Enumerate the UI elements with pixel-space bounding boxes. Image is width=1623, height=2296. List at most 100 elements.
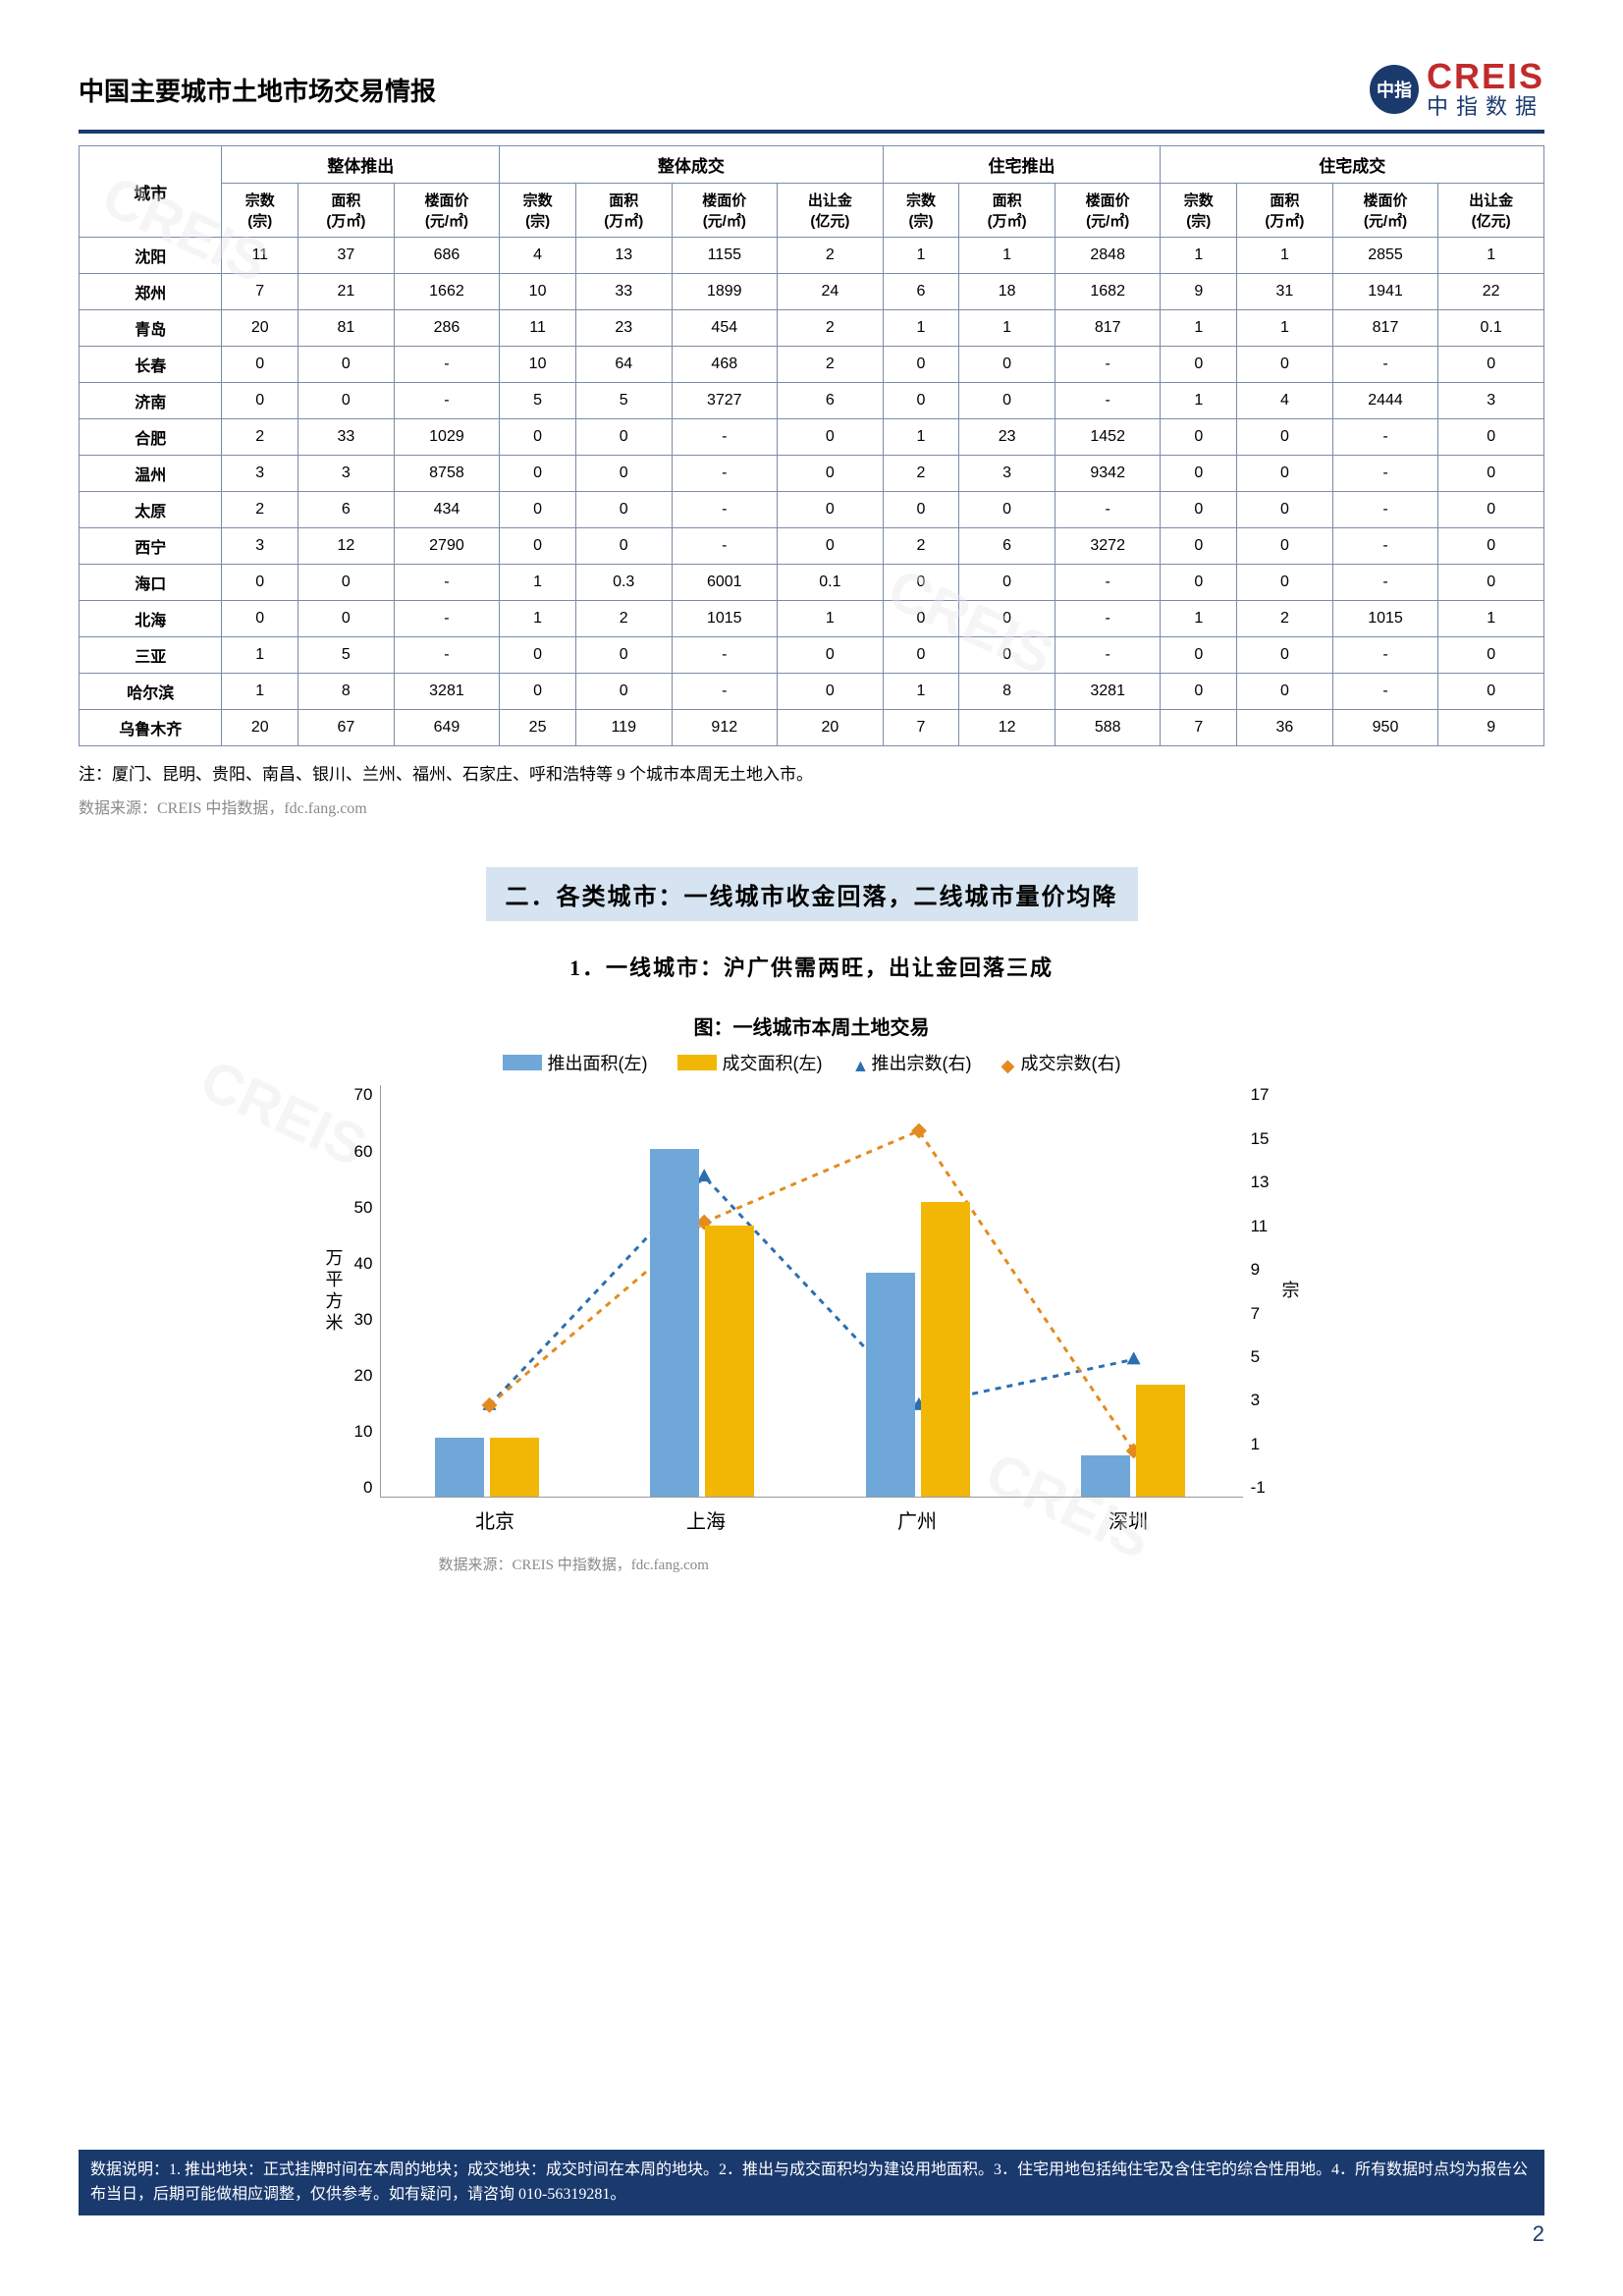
col-city: 城市 <box>80 146 222 238</box>
cell-value: - <box>672 674 778 710</box>
cell-value: 0 <box>778 528 884 565</box>
cell-value: - <box>1332 347 1438 383</box>
cell-value: 22 <box>1438 274 1544 310</box>
cell-value: 20 <box>222 310 298 347</box>
cell-value: 0 <box>1438 419 1544 456</box>
bar-launch-area <box>1081 1455 1130 1497</box>
sub-section-title: 1．一线城市：沪广供需两旺，出让金回落三成 <box>79 951 1544 982</box>
cell-value: - <box>1055 565 1161 601</box>
x-tick-label: 上海 <box>601 1498 812 1534</box>
x-tick-label: 深圳 <box>1023 1498 1234 1534</box>
table-note: 注：厦门、昆明、贵阳、南昌、银川、兰州、福州、石家庄、呼和浩特等 9 个城市本周… <box>79 760 1544 785</box>
cell-value: 11 <box>500 310 576 347</box>
cell-value: 0.3 <box>575 565 672 601</box>
cell-value: 5 <box>575 383 672 419</box>
cell-value: 0 <box>575 528 672 565</box>
cell-value: - <box>394 637 500 674</box>
cell-value: 817 <box>1332 310 1438 347</box>
cell-value: 2 <box>778 347 884 383</box>
cell-value: 23 <box>959 419 1055 456</box>
cell-value: 0 <box>1438 492 1544 528</box>
cell-value: 23 <box>575 310 672 347</box>
bar-launch-area <box>866 1273 915 1497</box>
y-axis-left-label: 万平方米 <box>321 1248 347 1335</box>
cell-value: 0 <box>1161 565 1237 601</box>
cell-value: - <box>394 347 500 383</box>
cell-city: 沈阳 <box>80 238 222 274</box>
col-header: 面积 (万㎡) <box>575 184 672 238</box>
cell-city: 海口 <box>80 565 222 601</box>
y-axis-right-label: 宗 <box>1277 1281 1303 1302</box>
cell-value: 2848 <box>1055 238 1161 274</box>
cell-value: 686 <box>394 238 500 274</box>
cell-value: 454 <box>672 310 778 347</box>
cell-city: 太原 <box>80 492 222 528</box>
col-header: 面积 (万㎡) <box>298 184 395 238</box>
col-header: 出让金 (亿元) <box>1438 184 1544 238</box>
cell-value: 2 <box>1237 601 1333 637</box>
cell-value: 12 <box>959 710 1055 746</box>
cell-value: 3 <box>959 456 1055 492</box>
table-row: 沈阳1137686413115521128481128551 <box>80 238 1544 274</box>
cell-city: 合肥 <box>80 419 222 456</box>
bar-launch-area <box>435 1438 484 1497</box>
cell-value: 1 <box>959 310 1055 347</box>
cell-value: 33 <box>298 419 395 456</box>
cell-value: 0.1 <box>1438 310 1544 347</box>
cell-value: 13 <box>575 238 672 274</box>
cell-value: 8 <box>959 674 1055 710</box>
cell-value: 0 <box>778 674 884 710</box>
cell-value: 1015 <box>1332 601 1438 637</box>
cell-value: 0.1 <box>778 565 884 601</box>
cell-value: 0 <box>778 456 884 492</box>
cell-value: 9342 <box>1055 456 1161 492</box>
cell-value: 0 <box>575 419 672 456</box>
cell-value: 0 <box>1438 528 1544 565</box>
cell-value: 0 <box>959 347 1055 383</box>
cell-value: - <box>1332 528 1438 565</box>
cell-value: 588 <box>1055 710 1161 746</box>
group-header: 住宅成交 <box>1161 146 1544 184</box>
cell-value: 0 <box>1438 347 1544 383</box>
cell-value: 18 <box>959 274 1055 310</box>
cell-value: 1662 <box>394 274 500 310</box>
chart-plot-area <box>380 1085 1242 1498</box>
cell-value: 0 <box>500 456 576 492</box>
cell-value: 1015 <box>672 601 778 637</box>
cell-value: 1 <box>1237 238 1333 274</box>
cell-value: 0 <box>959 492 1055 528</box>
col-header: 宗数 (宗) <box>500 184 576 238</box>
cell-value: 1 <box>222 674 298 710</box>
cell-value: 0 <box>1438 674 1544 710</box>
table-row: 太原2643400-000-00-0 <box>80 492 1544 528</box>
cell-value: 1 <box>883 419 959 456</box>
cell-value: 2 <box>883 528 959 565</box>
cell-value: 0 <box>500 528 576 565</box>
footer: 数据说明：1. 推出地块：正式挂牌时间在本周的地块；成交地块：成交时间在本周的地… <box>79 2150 1544 2247</box>
cell-value: 1155 <box>672 238 778 274</box>
header: 中国主要城市土地市场交易情报 中指 CREIS 中指数据 <box>79 59 1544 120</box>
chart-title: 图：一线城市本周土地交易 <box>79 1011 1544 1040</box>
cell-value: 21 <box>298 274 395 310</box>
cell-value: 3 <box>222 456 298 492</box>
cell-value: - <box>1332 674 1438 710</box>
cell-value: 0 <box>778 492 884 528</box>
cell-value: 286 <box>394 310 500 347</box>
cell-value: 12 <box>298 528 395 565</box>
doc-title: 中国主要城市土地市场交易情报 <box>79 72 436 108</box>
cell-value: 3281 <box>394 674 500 710</box>
cell-value: 0 <box>883 637 959 674</box>
cell-value: 1 <box>1161 310 1237 347</box>
cell-value: 1 <box>883 310 959 347</box>
col-header: 面积 (万㎡) <box>959 184 1055 238</box>
cell-value: 20 <box>222 710 298 746</box>
cell-value: 0 <box>883 492 959 528</box>
cell-value: 81 <box>298 310 395 347</box>
cell-value: 1 <box>1161 383 1237 419</box>
cell-value: 1 <box>1237 310 1333 347</box>
cell-value: 0 <box>500 492 576 528</box>
x-tick-label: 北京 <box>390 1498 601 1534</box>
cell-value: 0 <box>222 565 298 601</box>
col-header: 宗数 (宗) <box>222 184 298 238</box>
cell-value: 9 <box>1438 710 1544 746</box>
